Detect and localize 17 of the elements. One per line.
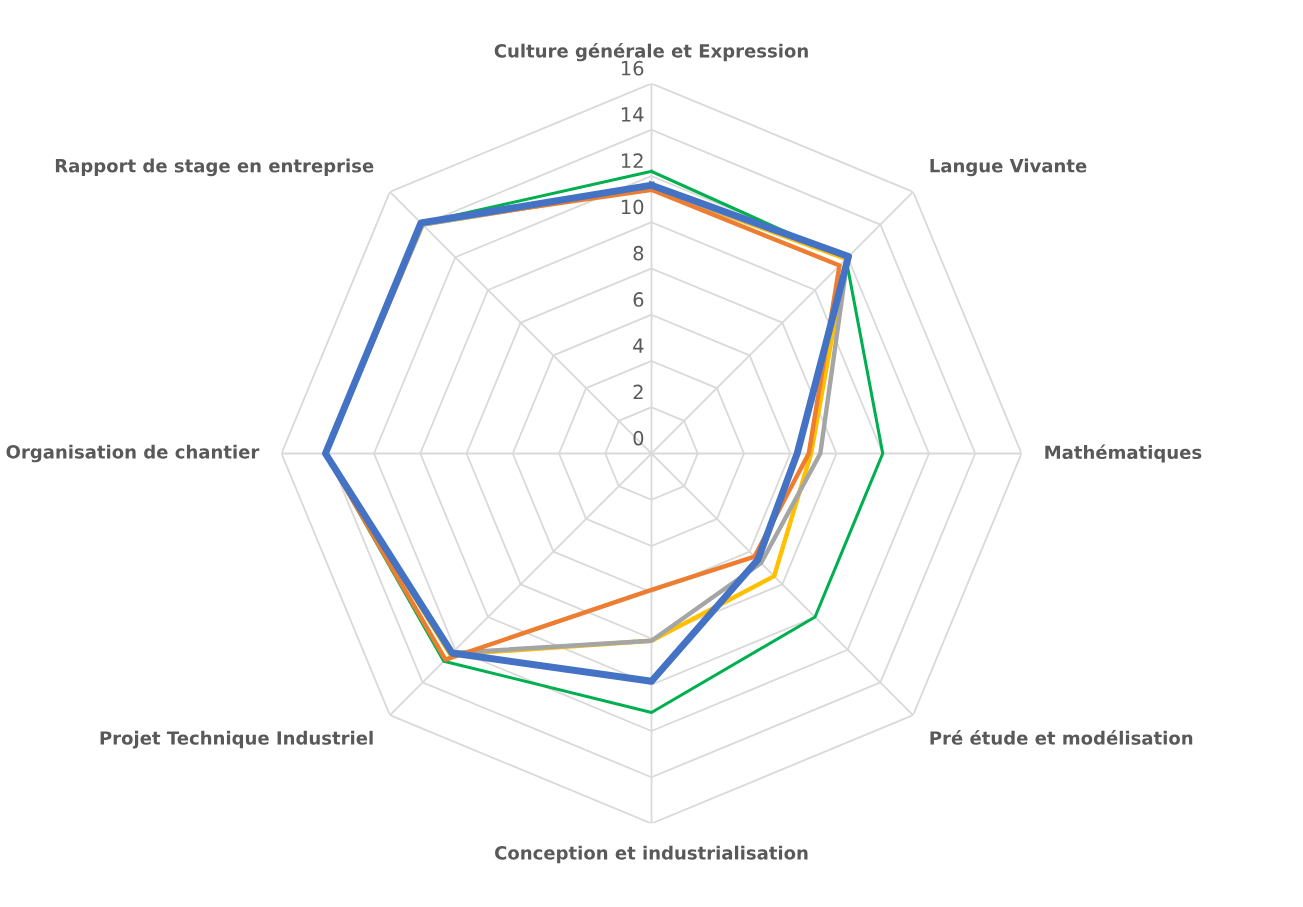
y-tick-label: 4 <box>633 338 644 353</box>
y-tick-label: 16 <box>621 60 644 76</box>
y-tick-label: 2 <box>633 384 643 400</box>
spoke-label: Mathématiques <box>1045 444 1202 463</box>
spoke-label: Pré étude et modélisation <box>930 730 1193 745</box>
y-tick-label: 10 <box>621 199 644 215</box>
spoke-label: Projet Technique Industriel <box>100 730 373 749</box>
y-tick-label: 8 <box>633 245 644 261</box>
spoke-label: Conception et industrialisation <box>495 845 808 864</box>
spoke-label: Langue Vivante <box>930 158 1087 177</box>
spoke-label: Culture générale et Expression <box>494 42 808 62</box>
y-tick-label: 12 <box>621 153 643 168</box>
y-tick-label: 14 <box>621 107 644 122</box>
spoke-label: Organisation de chantier <box>6 444 260 463</box>
y-tick-label: 0 <box>633 430 644 446</box>
y-tick-label: 6 <box>633 292 644 307</box>
spoke-label: Rapport de stage en entreprise <box>55 158 374 177</box>
